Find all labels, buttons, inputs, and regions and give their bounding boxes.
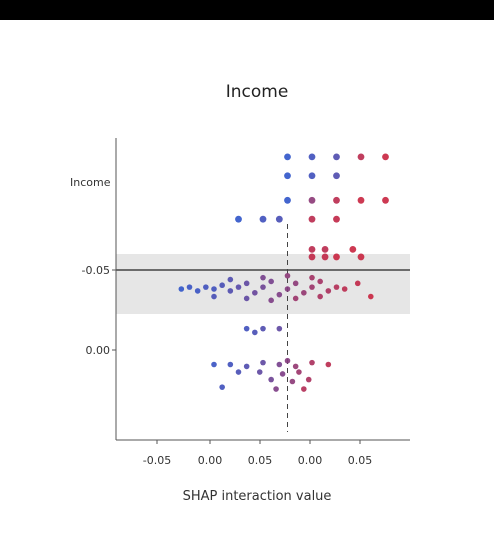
data-point <box>309 359 315 366</box>
data-point <box>243 363 250 370</box>
data-point <box>276 291 283 298</box>
data-point <box>227 276 234 283</box>
data-point <box>203 284 209 290</box>
data-point <box>357 253 365 261</box>
data-point <box>349 245 357 253</box>
chart-title: Income <box>226 82 289 102</box>
data-point <box>308 245 316 253</box>
data-point <box>292 363 299 370</box>
x-axis-label: SHAP interaction value <box>183 489 332 504</box>
data-point <box>301 289 307 296</box>
data-point <box>292 295 299 302</box>
data-point <box>284 286 291 292</box>
data-point <box>333 215 340 223</box>
data-point <box>382 153 389 161</box>
x-tick-label: 0.00 <box>298 454 323 467</box>
data-point <box>325 361 332 368</box>
data-point <box>333 196 340 204</box>
x-tick-label: 0.05 <box>348 454 373 467</box>
data-point <box>284 357 291 364</box>
data-point <box>211 361 217 368</box>
y-tick-label: 0.00 <box>86 344 111 357</box>
data-point <box>256 369 263 375</box>
top-band <box>0 0 494 20</box>
data-point <box>194 288 201 294</box>
data-point <box>321 253 329 261</box>
data-point <box>333 284 340 290</box>
x-tick-label: -0.05 <box>143 454 171 467</box>
data-point <box>235 369 242 375</box>
data-point <box>243 280 250 287</box>
data-point <box>235 215 242 223</box>
data-point <box>333 153 340 161</box>
highlight-band <box>116 254 410 314</box>
data-point <box>368 293 374 300</box>
data-point <box>178 286 185 292</box>
data-point <box>227 288 234 294</box>
data-point <box>276 361 283 368</box>
data-point <box>276 325 283 332</box>
data-point <box>284 153 291 161</box>
data-point <box>308 253 316 261</box>
data-point <box>296 369 302 375</box>
data-point <box>284 272 291 279</box>
data-point <box>227 361 234 368</box>
category-label: Income <box>70 176 111 189</box>
data-point <box>268 297 274 304</box>
data-point <box>308 153 316 161</box>
data-point <box>211 286 217 292</box>
data-point <box>279 371 286 377</box>
y-ticks: -0.05 0.00 <box>82 264 116 357</box>
data-point <box>357 153 365 161</box>
data-point <box>321 245 329 253</box>
data-point <box>317 278 323 285</box>
data-point <box>275 215 283 223</box>
data-point <box>260 325 266 332</box>
data-point <box>354 280 361 287</box>
data-point <box>252 329 258 336</box>
points-layer <box>178 153 389 392</box>
data-point <box>268 376 274 383</box>
x-tick-label: 0.00 <box>198 454 223 467</box>
y-tick-label: -0.05 <box>82 264 110 277</box>
data-point <box>301 386 307 392</box>
data-point <box>333 253 340 261</box>
data-point <box>309 284 315 290</box>
data-point <box>292 280 299 287</box>
data-point <box>341 286 348 292</box>
data-point <box>305 376 312 383</box>
data-point <box>268 278 274 285</box>
data-point <box>219 384 225 390</box>
data-point <box>186 284 193 290</box>
data-point <box>308 196 316 204</box>
data-point <box>284 196 291 204</box>
data-point <box>243 325 250 332</box>
data-point <box>325 288 332 294</box>
data-point <box>252 289 258 296</box>
data-point <box>260 359 266 366</box>
data-point <box>289 378 296 385</box>
x-ticks: -0.05 0.00 0.05 0.00 0.05 <box>143 440 372 467</box>
data-point <box>284 172 291 180</box>
data-point <box>333 172 340 180</box>
data-point <box>259 215 267 223</box>
data-point <box>308 172 316 180</box>
data-point <box>260 274 266 281</box>
data-point <box>317 293 323 300</box>
x-tick-label: 0.05 <box>248 454 273 467</box>
data-point <box>309 274 315 281</box>
data-point <box>273 386 279 392</box>
data-point <box>308 215 316 223</box>
data-point <box>382 196 389 204</box>
data-point <box>243 295 250 302</box>
data-point <box>357 196 365 204</box>
data-point <box>235 284 242 290</box>
data-point <box>260 284 266 290</box>
data-point <box>219 282 225 289</box>
data-point <box>211 293 217 300</box>
